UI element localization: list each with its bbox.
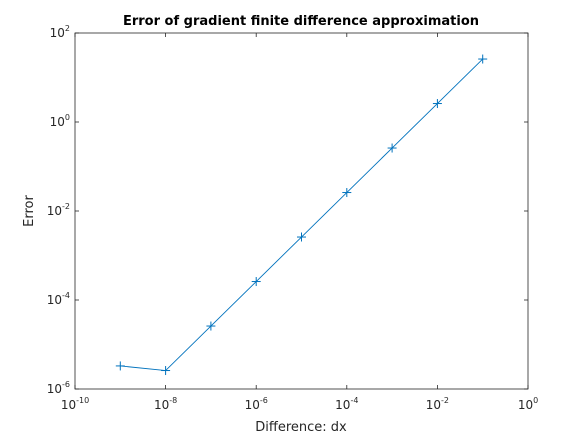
x-tick-label-exponent: -6 <box>260 396 268 405</box>
x-tick-label-base: 10 <box>245 398 260 412</box>
x-tick-label-exponent: -10 <box>76 396 89 405</box>
x-tick-label: 10-10 <box>61 396 89 412</box>
y-tick-label: 102 <box>50 24 70 40</box>
y-tick-label-base: 10 <box>47 293 62 307</box>
x-tick-label: 10-8 <box>154 396 177 412</box>
data-point-marker <box>251 277 261 287</box>
x-axis-label: Difference: dx <box>255 420 347 435</box>
plot-area <box>74 32 529 390</box>
y-tick-label-base: 10 <box>50 26 65 40</box>
x-tick-label: 10-6 <box>245 396 268 412</box>
y-tick-label: 10-4 <box>47 291 70 307</box>
y-tick-label: 10-2 <box>47 202 70 218</box>
x-tick-label-base: 10 <box>154 398 169 412</box>
data-point-marker <box>115 361 125 371</box>
data-point-marker <box>432 99 442 109</box>
y-tick-label-base: 10 <box>50 115 65 129</box>
data-point-marker <box>206 321 216 331</box>
y-tick-label-exponent: 2 <box>65 24 70 33</box>
x-tick-label-base: 10 <box>335 398 350 412</box>
data-point-marker <box>387 143 397 153</box>
x-tick-label-exponent: -8 <box>169 396 177 405</box>
data-point-marker <box>478 54 488 64</box>
y-tick-label-base: 10 <box>47 382 62 396</box>
x-tick-label: 10-2 <box>426 396 449 412</box>
data-point-marker <box>161 366 171 376</box>
chart-title: Error of gradient finite difference appr… <box>123 14 479 29</box>
series-layer <box>115 54 488 376</box>
y-tick-label-exponent: 0 <box>65 113 70 122</box>
y-tick-label-exponent: -6 <box>62 380 70 389</box>
x-tick-label: 10-4 <box>335 396 358 412</box>
data-point-marker <box>342 188 352 198</box>
x-tick-label-exponent: -4 <box>350 396 358 405</box>
y-tick-label-exponent: -2 <box>62 202 70 211</box>
y-axis-label: Error <box>22 195 37 227</box>
x-tick-label-base: 10 <box>518 398 533 412</box>
x-tick-label-base: 10 <box>426 398 441 412</box>
y-tick-label-exponent: -4 <box>62 291 70 300</box>
y-tick-label: 10-6 <box>47 380 70 396</box>
x-axis: 10-10 10-8 10-6 10-4 10-2 100 <box>61 33 538 412</box>
y-tick-label: 100 <box>50 113 70 129</box>
y-tick-label-base: 10 <box>47 204 62 218</box>
x-tick-label-exponent: 0 <box>533 396 538 405</box>
data-point-marker <box>297 232 306 242</box>
x-tick-label-base: 10 <box>61 398 76 412</box>
x-tick-label-exponent: -2 <box>441 396 449 405</box>
x-tick-label: 100 <box>518 396 538 412</box>
